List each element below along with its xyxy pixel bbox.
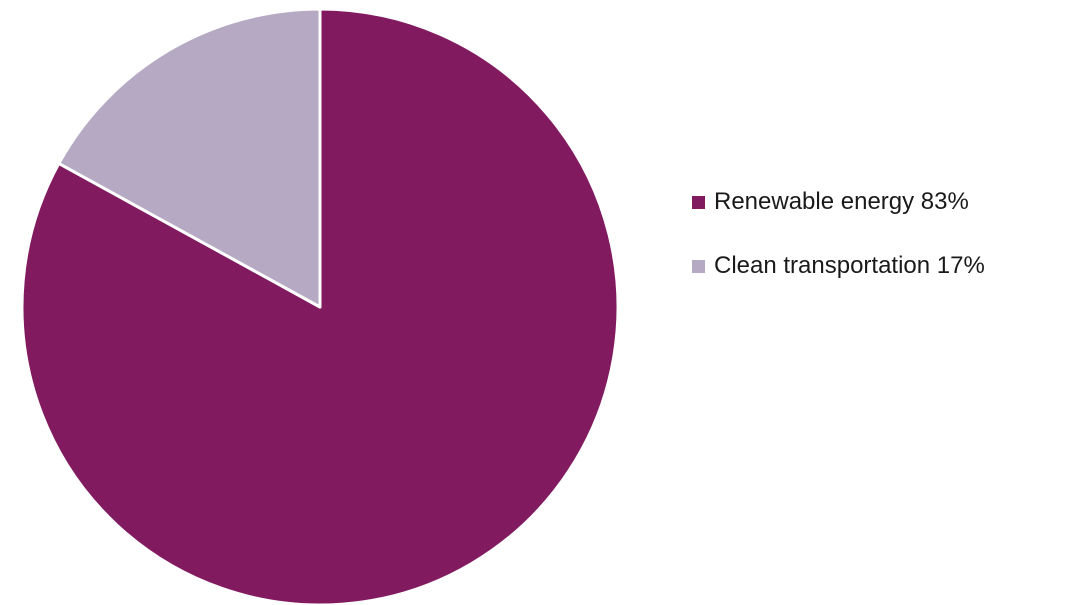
legend-label-renewable-energy: Renewable energy 83% [714, 188, 969, 215]
legend-item-renewable-energy: Renewable energy 83% [692, 180, 1062, 224]
legend-swatch-clean-transportation [692, 259, 705, 273]
chart-legend: Renewable energy 83% Clean transportatio… [692, 180, 1062, 288]
legend-label-clean-transportation: Clean transportation 17% [714, 252, 985, 279]
legend-swatch-renewable-energy [692, 195, 705, 209]
legend-item-clean-transportation: Clean transportation 17% [692, 244, 1062, 288]
pie-chart-plot [20, 7, 620, 605]
pie-slice-clean-transportation [57, 7, 322, 309]
